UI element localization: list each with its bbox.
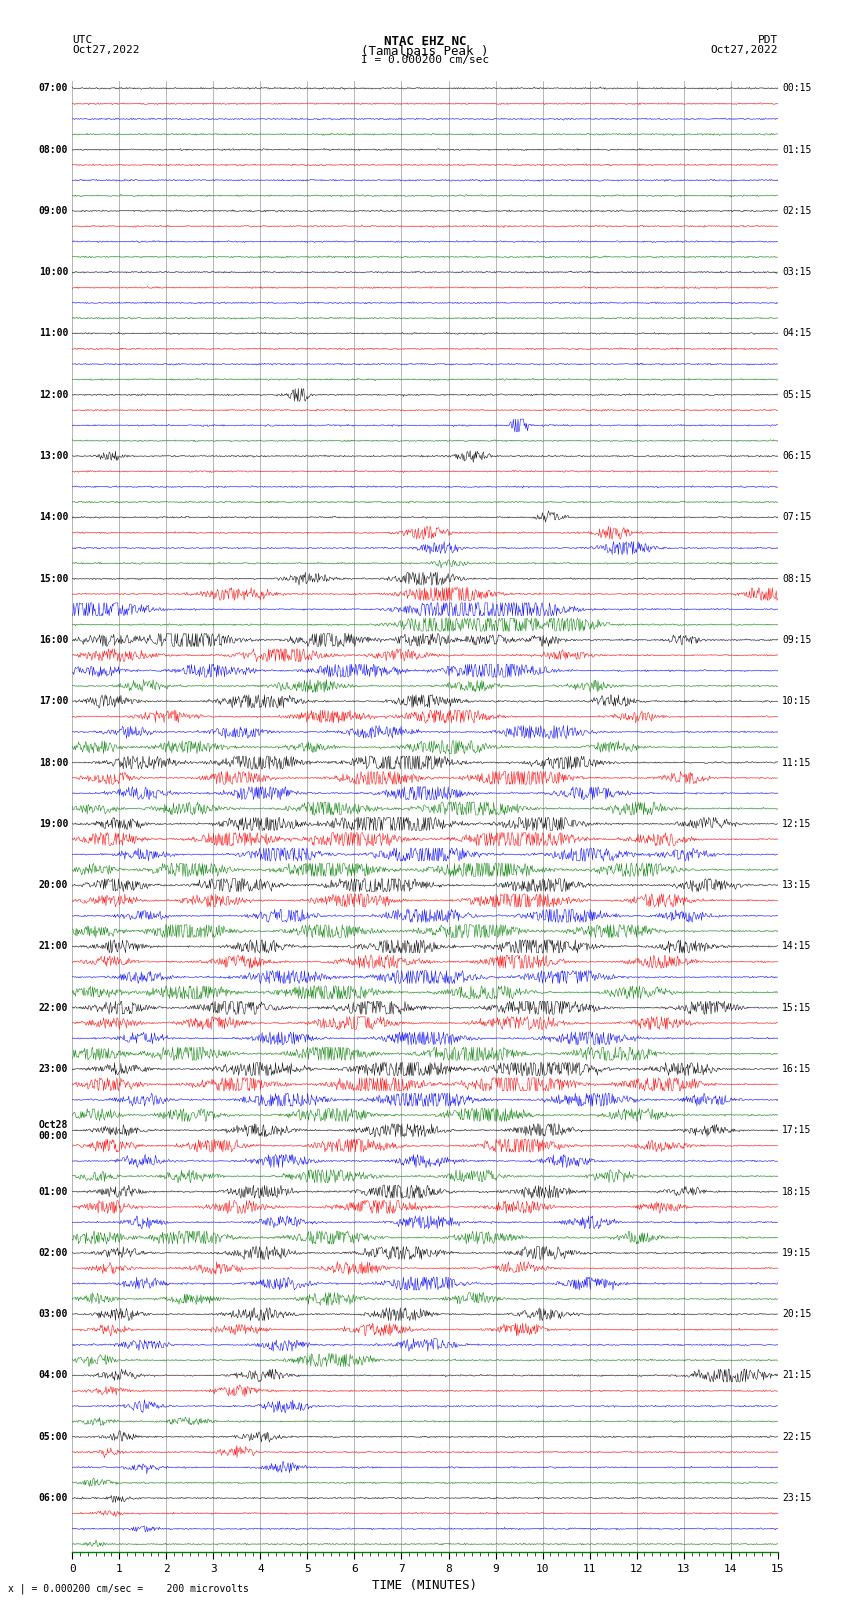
Text: 16:00: 16:00 — [38, 636, 68, 645]
Text: (Tamalpais Peak ): (Tamalpais Peak ) — [361, 45, 489, 58]
Text: 11:15: 11:15 — [782, 758, 812, 768]
Text: I = 0.000200 cm/sec: I = 0.000200 cm/sec — [361, 55, 489, 65]
Text: 09:15: 09:15 — [782, 636, 812, 645]
Text: 04:00: 04:00 — [38, 1371, 68, 1381]
Text: 02:15: 02:15 — [782, 206, 812, 216]
Text: 21:15: 21:15 — [782, 1371, 812, 1381]
X-axis label: TIME (MINUTES): TIME (MINUTES) — [372, 1579, 478, 1592]
Text: 23:00: 23:00 — [38, 1065, 68, 1074]
Text: 08:00: 08:00 — [38, 145, 68, 155]
Text: 03:15: 03:15 — [782, 268, 812, 277]
Text: 13:00: 13:00 — [38, 452, 68, 461]
Text: 06:00: 06:00 — [38, 1494, 68, 1503]
Text: 11:00: 11:00 — [38, 329, 68, 339]
Text: 15:00: 15:00 — [38, 574, 68, 584]
Text: 17:15: 17:15 — [782, 1126, 812, 1136]
Text: 02:00: 02:00 — [38, 1248, 68, 1258]
Text: 14:15: 14:15 — [782, 942, 812, 952]
Text: 00:15: 00:15 — [782, 84, 812, 94]
Text: 14:00: 14:00 — [38, 513, 68, 523]
Text: Oct27,2022: Oct27,2022 — [711, 45, 778, 55]
Text: 12:15: 12:15 — [782, 819, 812, 829]
Text: 01:15: 01:15 — [782, 145, 812, 155]
Text: 19:00: 19:00 — [38, 819, 68, 829]
Text: 05:00: 05:00 — [38, 1432, 68, 1442]
Text: Oct27,2022: Oct27,2022 — [72, 45, 139, 55]
Text: 23:15: 23:15 — [782, 1494, 812, 1503]
Text: 10:15: 10:15 — [782, 697, 812, 706]
Text: 22:00: 22:00 — [38, 1003, 68, 1013]
Text: 08:15: 08:15 — [782, 574, 812, 584]
Text: UTC: UTC — [72, 35, 93, 45]
Text: 03:00: 03:00 — [38, 1310, 68, 1319]
Text: 01:00: 01:00 — [38, 1187, 68, 1197]
Text: 22:15: 22:15 — [782, 1432, 812, 1442]
Text: 15:15: 15:15 — [782, 1003, 812, 1013]
Text: 18:00: 18:00 — [38, 758, 68, 768]
Text: Oct28
00:00: Oct28 00:00 — [38, 1119, 68, 1140]
Text: 17:00: 17:00 — [38, 697, 68, 706]
Text: x | = 0.000200 cm/sec =    200 microvolts: x | = 0.000200 cm/sec = 200 microvolts — [8, 1582, 249, 1594]
Text: 07:00: 07:00 — [38, 84, 68, 94]
Text: 20:00: 20:00 — [38, 881, 68, 890]
Text: 05:15: 05:15 — [782, 390, 812, 400]
Text: 09:00: 09:00 — [38, 206, 68, 216]
Text: 12:00: 12:00 — [38, 390, 68, 400]
Text: 18:15: 18:15 — [782, 1187, 812, 1197]
Text: 19:15: 19:15 — [782, 1248, 812, 1258]
Text: 13:15: 13:15 — [782, 881, 812, 890]
Text: 10:00: 10:00 — [38, 268, 68, 277]
Text: PDT: PDT — [757, 35, 778, 45]
Text: NTAC EHZ NC: NTAC EHZ NC — [383, 35, 467, 48]
Text: 16:15: 16:15 — [782, 1065, 812, 1074]
Text: 20:15: 20:15 — [782, 1310, 812, 1319]
Text: 06:15: 06:15 — [782, 452, 812, 461]
Text: 04:15: 04:15 — [782, 329, 812, 339]
Text: 07:15: 07:15 — [782, 513, 812, 523]
Text: 21:00: 21:00 — [38, 942, 68, 952]
